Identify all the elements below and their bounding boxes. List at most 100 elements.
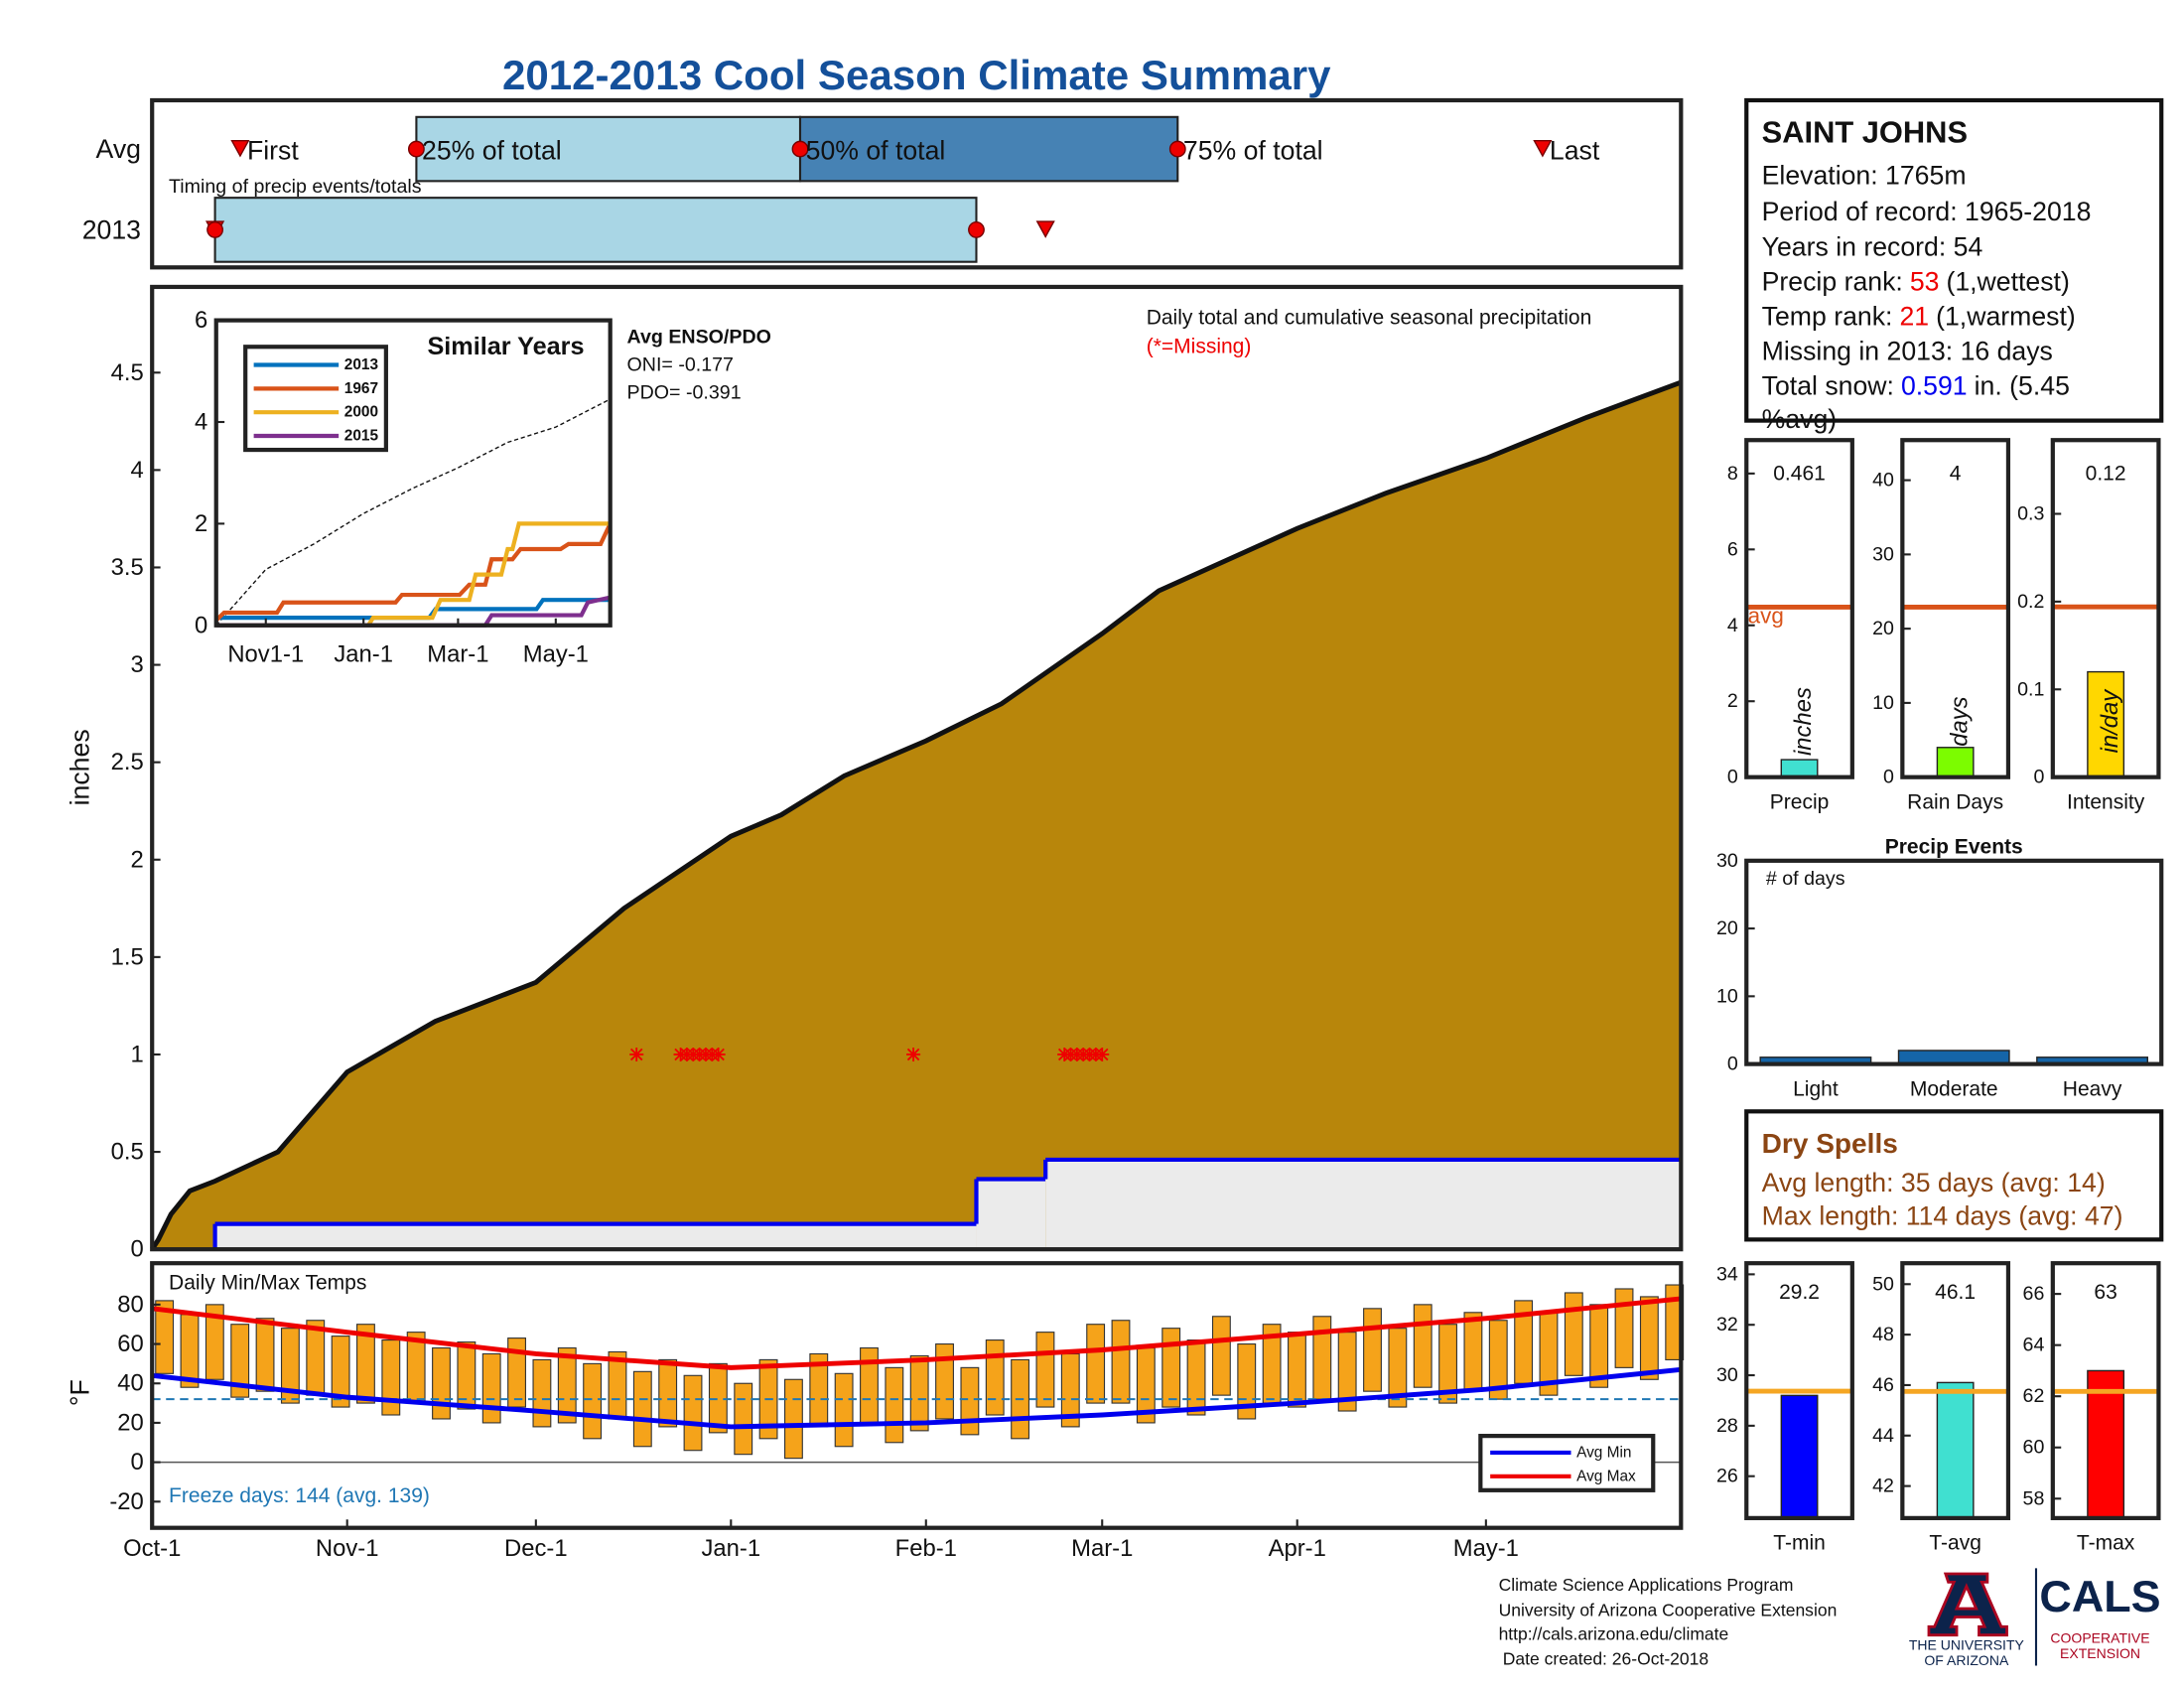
temp-range-bar [960, 1366, 980, 1436]
y-axis-label: inches [65, 729, 94, 805]
panel-frame [1744, 858, 2164, 1066]
temp-range-bar [1312, 1316, 1332, 1400]
bar [2087, 670, 2125, 778]
temp-range-bar [1035, 1332, 1055, 1408]
y-tick-label: 10 [1716, 985, 1738, 1007]
panel-frame [150, 284, 1684, 1252]
temp-range-bar [683, 1374, 703, 1452]
x-label: T-max [2077, 1532, 2135, 1555]
panel-bg [1746, 860, 2162, 1064]
ua-logo [1927, 1572, 2008, 1637]
avg-line [215, 398, 612, 627]
y-tick-label: 3.5 [111, 554, 144, 581]
dry-spells-line: Avg length: 35 days (avg: 14) [1762, 1168, 2106, 1197]
y-tick-label: 3 [131, 651, 144, 678]
x-label: Light [1793, 1077, 1839, 1100]
y-tick-label: 2.5 [111, 749, 144, 775]
temp-range-bar [1564, 1292, 1583, 1376]
legend-label: Avg Max [1576, 1468, 1636, 1484]
row-label: Avg [96, 134, 141, 164]
temp-range-bar [985, 1339, 1005, 1416]
value-label: 0.12 [2086, 462, 2126, 485]
panel-frame [1744, 1261, 1854, 1520]
label: Temp rank: [1762, 301, 1893, 331]
x-tick-label: Nov-1 [316, 1535, 379, 1562]
y-tick-label: 0.1 [2017, 678, 2044, 700]
quartile-box [213, 197, 978, 263]
temp-range-bar [1288, 1332, 1306, 1408]
x-tick-label: Oct-1 [123, 1535, 181, 1562]
cals-logo: CALS [2039, 1571, 2160, 1621]
temp-range-bar [331, 1336, 350, 1408]
x-label: Rain Days [1907, 790, 2003, 813]
dry-spells-line: Max length: 114 days (avg: 47) [1762, 1201, 2123, 1231]
quartile-box [415, 115, 802, 183]
bar [1780, 759, 1819, 778]
logo-text: OF ARIZONA [1924, 1652, 2009, 1668]
y-tick-label: 50 [1872, 1273, 1894, 1295]
value-label: 63 [2094, 1281, 2116, 1304]
y-tick-label: 2 [131, 846, 144, 873]
temp-range-bar [432, 1346, 451, 1420]
event-marker [230, 139, 250, 158]
note: (1,warmest) [1936, 301, 2076, 331]
temp-range-bar [1463, 1312, 1483, 1392]
x-tick-label: May-1 [523, 641, 589, 668]
temp-range-bar [935, 1342, 954, 1420]
x-tick-label: Feb-1 [895, 1535, 957, 1562]
logo-text: COOPERATIVE [2050, 1630, 2149, 1646]
cumulative-line [150, 379, 1683, 1251]
temp-range-bar [557, 1346, 577, 1424]
y-tick-label: 28 [1716, 1415, 1738, 1437]
y-tick-label: 4 [131, 457, 144, 484]
marker-label: First [247, 135, 299, 165]
y-tick-label: 1 [131, 1041, 144, 1067]
value-label: 29.2 [1779, 1281, 1820, 1304]
x-label: Moderate [1910, 1077, 1998, 1100]
temp-range-bar [1086, 1324, 1106, 1404]
y-tick-label: 34 [1716, 1263, 1738, 1285]
station-line: Elevation: 1765m [1762, 161, 1967, 191]
y-tick-label: 66 [2023, 1283, 2045, 1305]
marker-label: 25% of total [422, 135, 562, 165]
annotation: ONI= -0.177 [627, 353, 734, 375]
dry-spell-fill [976, 1179, 1046, 1250]
temp-range-bar [658, 1358, 678, 1428]
y-tick-label: 62 [2023, 1385, 2045, 1407]
label: Precip rank: [1762, 266, 1903, 296]
series-line [215, 521, 611, 628]
value-label: 4 [1950, 462, 1962, 485]
y-tick-label: 30 [1716, 1364, 1738, 1386]
inset-title: Similar Years [427, 333, 584, 360]
temp-range-bar [381, 1339, 401, 1416]
logo-text: THE UNIVERSITY [1909, 1637, 2025, 1653]
y-tick-label: 40 [117, 1370, 144, 1397]
y-tick-label: 0 [131, 1449, 144, 1476]
missing-marker [711, 1047, 726, 1061]
temp-range-bar [1161, 1328, 1181, 1408]
temp-range-bar [632, 1370, 652, 1448]
temp-range-bar [1665, 1284, 1685, 1360]
snow-value: 0.591 [1901, 371, 1968, 401]
temp-range-bar [180, 1314, 200, 1388]
y-tick-label: 60 [2023, 1437, 2045, 1459]
y-tick-label: 46 [1872, 1374, 1894, 1396]
label: Total snow: [1762, 371, 1894, 401]
y-axis-label: °F [65, 1379, 94, 1406]
y-tick-label: -20 [109, 1488, 143, 1515]
y-tick-label: 80 [117, 1291, 144, 1318]
y-tick-label: 32 [1716, 1314, 1738, 1336]
temp-range-bar [1186, 1339, 1206, 1416]
unit-label: days [1946, 696, 1973, 746]
y-tick-label: 20 [1872, 618, 1894, 639]
y-tick-label: 30 [1716, 850, 1738, 872]
y-tick-label: 8 [1727, 463, 1738, 485]
chart-subtitle: (*=Missing) [1147, 336, 1252, 358]
value-label: 46.1 [1935, 1281, 1976, 1304]
y-tick-label: 44 [1872, 1425, 1894, 1447]
quantile-marker [407, 140, 425, 158]
temp-range-bar [1488, 1320, 1508, 1400]
y-tick-label: 40 [1872, 470, 1894, 492]
temp-range-bar [205, 1304, 224, 1380]
